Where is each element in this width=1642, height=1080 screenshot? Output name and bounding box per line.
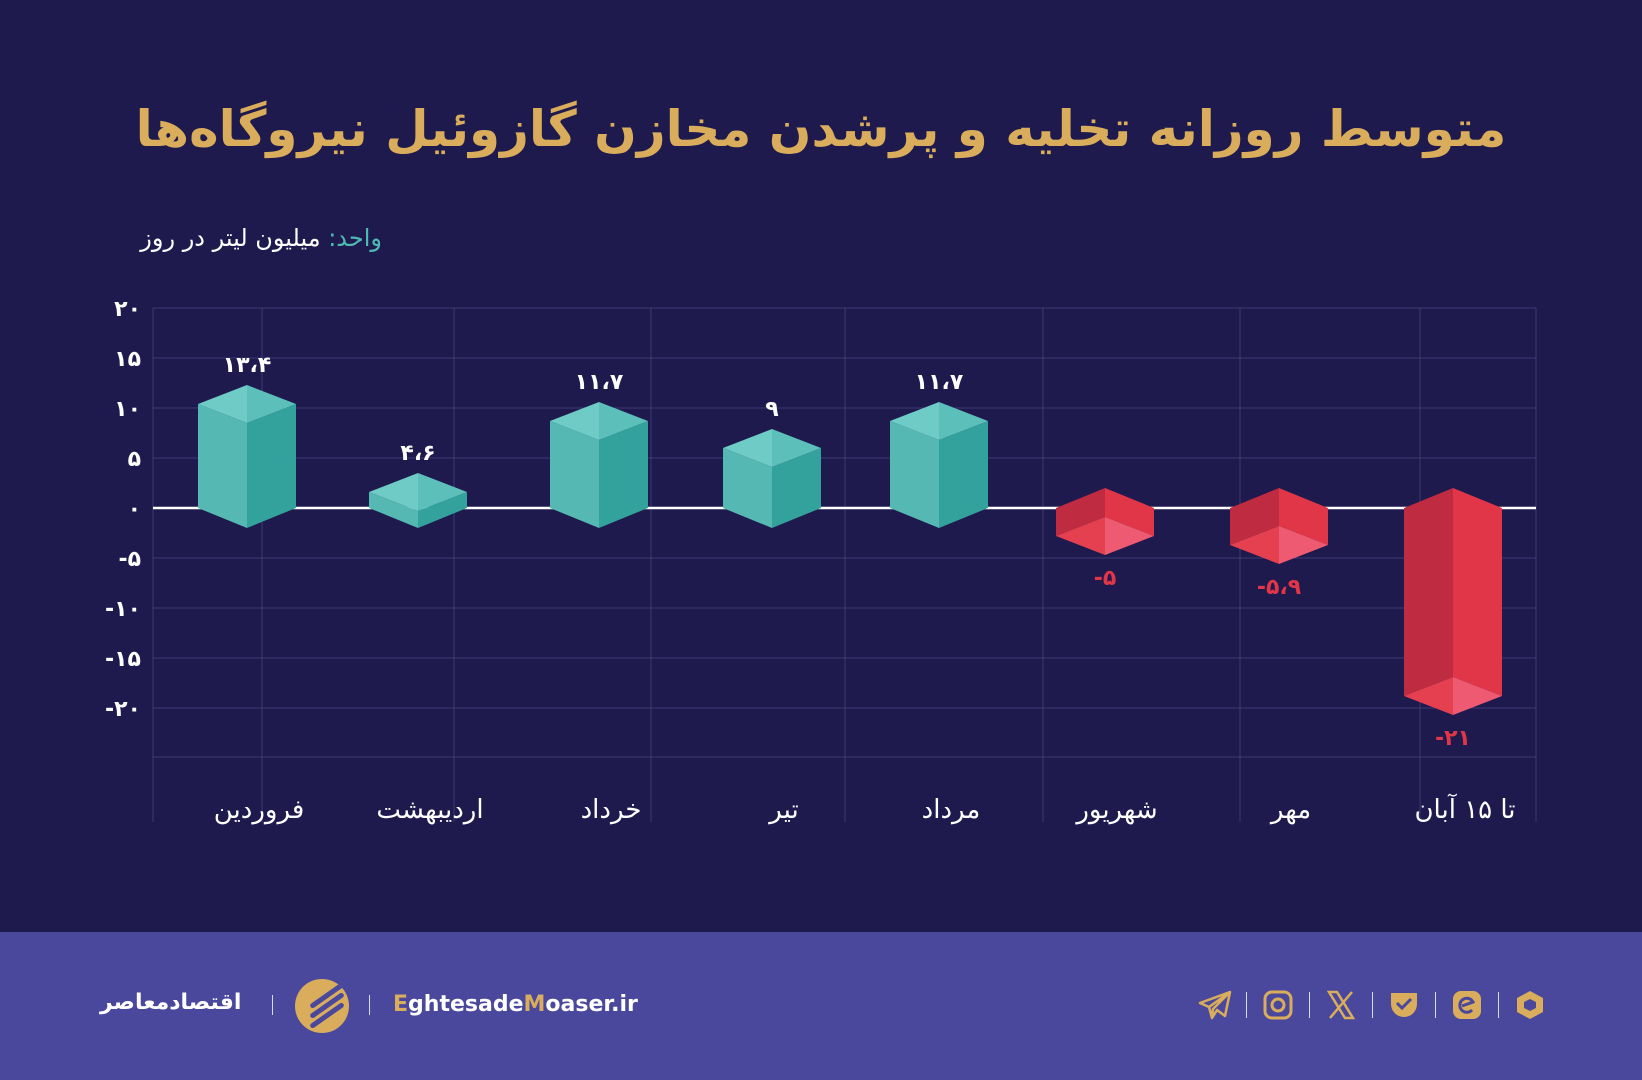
telegram-icon[interactable] bbox=[1195, 985, 1235, 1025]
bar-face-left bbox=[369, 492, 418, 528]
bar-face-right bbox=[1453, 488, 1502, 696]
bar-bottom-right bbox=[1453, 677, 1502, 715]
bar-bottom-left bbox=[1056, 517, 1105, 555]
x-tick-label: مرداد bbox=[922, 795, 981, 825]
bar-top-right bbox=[939, 402, 988, 440]
instagram-icon[interactable] bbox=[1258, 985, 1298, 1025]
bar-face-left bbox=[1404, 488, 1453, 696]
x-tick-label: مهر bbox=[1269, 795, 1311, 825]
y-tick-label: -۱۵ bbox=[105, 647, 141, 672]
x-tick-label: تا ۱۵ آبان bbox=[1414, 793, 1515, 825]
bar-face-left bbox=[550, 421, 599, 528]
bar-bottom-right bbox=[1105, 517, 1154, 555]
unit-value: میلیون لیتر در روز bbox=[140, 224, 321, 252]
data-label: ۱۱،۷ bbox=[575, 370, 624, 395]
bar-top-right bbox=[418, 473, 467, 511]
bar-face-right bbox=[772, 448, 821, 528]
y-tick-label: ۱۵ bbox=[114, 347, 141, 372]
y-tick-label: ۲۰ bbox=[114, 297, 141, 322]
bar-top-left bbox=[723, 429, 772, 467]
bar-top-left bbox=[890, 402, 939, 440]
x-tick-label: خرداد bbox=[581, 795, 642, 825]
footer bbox=[0, 932, 1642, 1080]
bar-bottom-left bbox=[1404, 677, 1453, 715]
unit-label: واحد: میلیون لیتر در روز bbox=[100, 224, 382, 252]
bar-face-right bbox=[418, 492, 467, 528]
data-label: ۱۳،۴ bbox=[223, 353, 272, 378]
bar-top-left bbox=[369, 473, 418, 511]
bar-bottom-left bbox=[1230, 526, 1279, 564]
bar-face-left bbox=[890, 421, 939, 528]
bar-face-left bbox=[1056, 488, 1105, 536]
bar-face-right bbox=[247, 404, 296, 528]
bar bbox=[723, 429, 821, 528]
bar bbox=[1230, 488, 1328, 564]
bale-icon[interactable] bbox=[1384, 985, 1424, 1025]
bar bbox=[198, 385, 296, 528]
social-icons bbox=[1195, 985, 1550, 1025]
bar-bottom-right bbox=[1279, 526, 1328, 564]
y-tick-label: ۱۰ bbox=[114, 397, 141, 422]
x-tick-label: شهریور bbox=[1074, 795, 1157, 825]
y-tick-label: ۰ bbox=[128, 497, 141, 522]
unit-key: واحد: bbox=[328, 224, 382, 252]
x-tick-label: اردیبهشت bbox=[376, 795, 483, 825]
site-link[interactable]: EghtesadeMoaser.ir bbox=[393, 992, 638, 1017]
bar bbox=[550, 402, 648, 528]
eitaa-icon[interactable] bbox=[1447, 985, 1487, 1025]
brand-name: اقتصادمعاصر bbox=[100, 990, 242, 1015]
data-label: ۴،۶ bbox=[400, 441, 435, 466]
bar-face-right bbox=[1105, 488, 1154, 536]
rubika-icon[interactable] bbox=[1510, 985, 1550, 1025]
data-label: ۱۱،۷ bbox=[915, 370, 964, 395]
y-tick-label: -۵ bbox=[118, 547, 141, 572]
bar-top-left bbox=[550, 402, 599, 440]
bar bbox=[890, 402, 988, 528]
y-tick-label: ۵ bbox=[128, 447, 141, 472]
data-label: -۵ bbox=[1094, 566, 1117, 591]
bar-face-left bbox=[723, 448, 772, 528]
data-label: -۵،۹ bbox=[1257, 575, 1301, 600]
brand-logo bbox=[295, 979, 349, 1033]
bar bbox=[369, 473, 467, 528]
data-label: ۹ bbox=[765, 397, 778, 422]
x-tick-label: تیر bbox=[767, 795, 798, 825]
chart-title: متوسط روزانه تخلیه و پرشدن مخازن گازوئیل… bbox=[135, 100, 1507, 158]
divider bbox=[369, 995, 370, 1015]
bar-top-left bbox=[198, 385, 247, 423]
bar bbox=[1404, 488, 1502, 715]
bar-top-right bbox=[599, 402, 648, 440]
bar bbox=[1056, 488, 1154, 555]
divider bbox=[272, 995, 273, 1015]
y-tick-label: -۲۰ bbox=[105, 697, 141, 722]
bar-face-right bbox=[939, 421, 988, 528]
bar-chart: ۲۰ ۱۵ ۱۰ ۵ ۰ -۵ -۱۰ -۱۵ -۲۰ ۱۳،۴ فروردین ۴،۶ اردیبهش… bbox=[105, 297, 1537, 825]
data-label: -۲۱ bbox=[1435, 726, 1471, 751]
x-tick-label: فروردین bbox=[214, 795, 305, 825]
x-icon[interactable] bbox=[1321, 985, 1361, 1025]
bar-top-right bbox=[247, 385, 296, 423]
y-tick-label: -۱۰ bbox=[105, 597, 141, 622]
bar-face-left bbox=[198, 404, 247, 528]
bar-face-right bbox=[599, 421, 648, 528]
bar-top-right bbox=[772, 429, 821, 467]
